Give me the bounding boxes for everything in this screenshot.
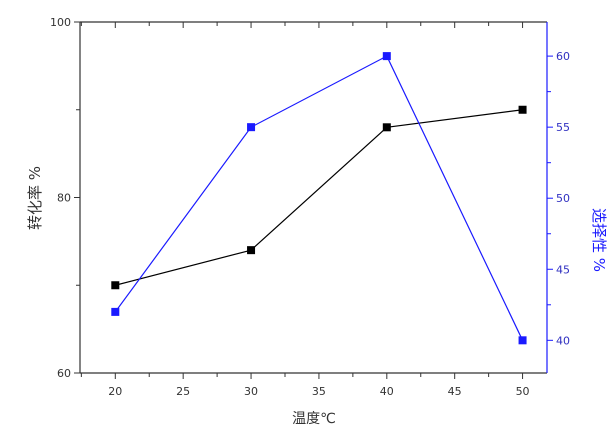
- series-2-point: [111, 307, 120, 316]
- y-left-tick-label: 80: [57, 192, 71, 205]
- y-left-axis-label: 转化率 %: [26, 166, 44, 230]
- series-2-point: [382, 52, 391, 61]
- series-1-point: [111, 281, 120, 290]
- x-tick-label: 25: [176, 385, 190, 398]
- series-2-point: [247, 123, 256, 132]
- x-tick-label: 45: [448, 385, 462, 398]
- y-right-tick-label: 50: [556, 192, 570, 205]
- series-1-line: [115, 109, 523, 286]
- y-left-tick-label: 100: [50, 16, 71, 29]
- x-tick-label: 35: [312, 385, 326, 398]
- y-right-axis-label: 选择性 %: [590, 208, 608, 272]
- y-right-tick-label: 55: [556, 121, 570, 134]
- y-right-tick-label: 60: [556, 50, 570, 63]
- series-1-point: [518, 105, 527, 114]
- series-2-line: [114, 55, 524, 341]
- x-tick-label: 50: [516, 385, 530, 398]
- x-axis-label: 温度℃: [292, 411, 336, 427]
- x-tick-label: 40: [380, 385, 394, 398]
- x-tick-label: 20: [108, 385, 122, 398]
- x-tick-label: 30: [244, 385, 258, 398]
- y-left-tick-label: 60: [57, 367, 71, 380]
- series-2-point: [518, 336, 527, 345]
- y-right-tick-label: 40: [556, 334, 570, 347]
- series-1-point: [382, 123, 391, 132]
- series-1-point: [247, 246, 256, 255]
- y-right-tick-label: 45: [556, 263, 570, 276]
